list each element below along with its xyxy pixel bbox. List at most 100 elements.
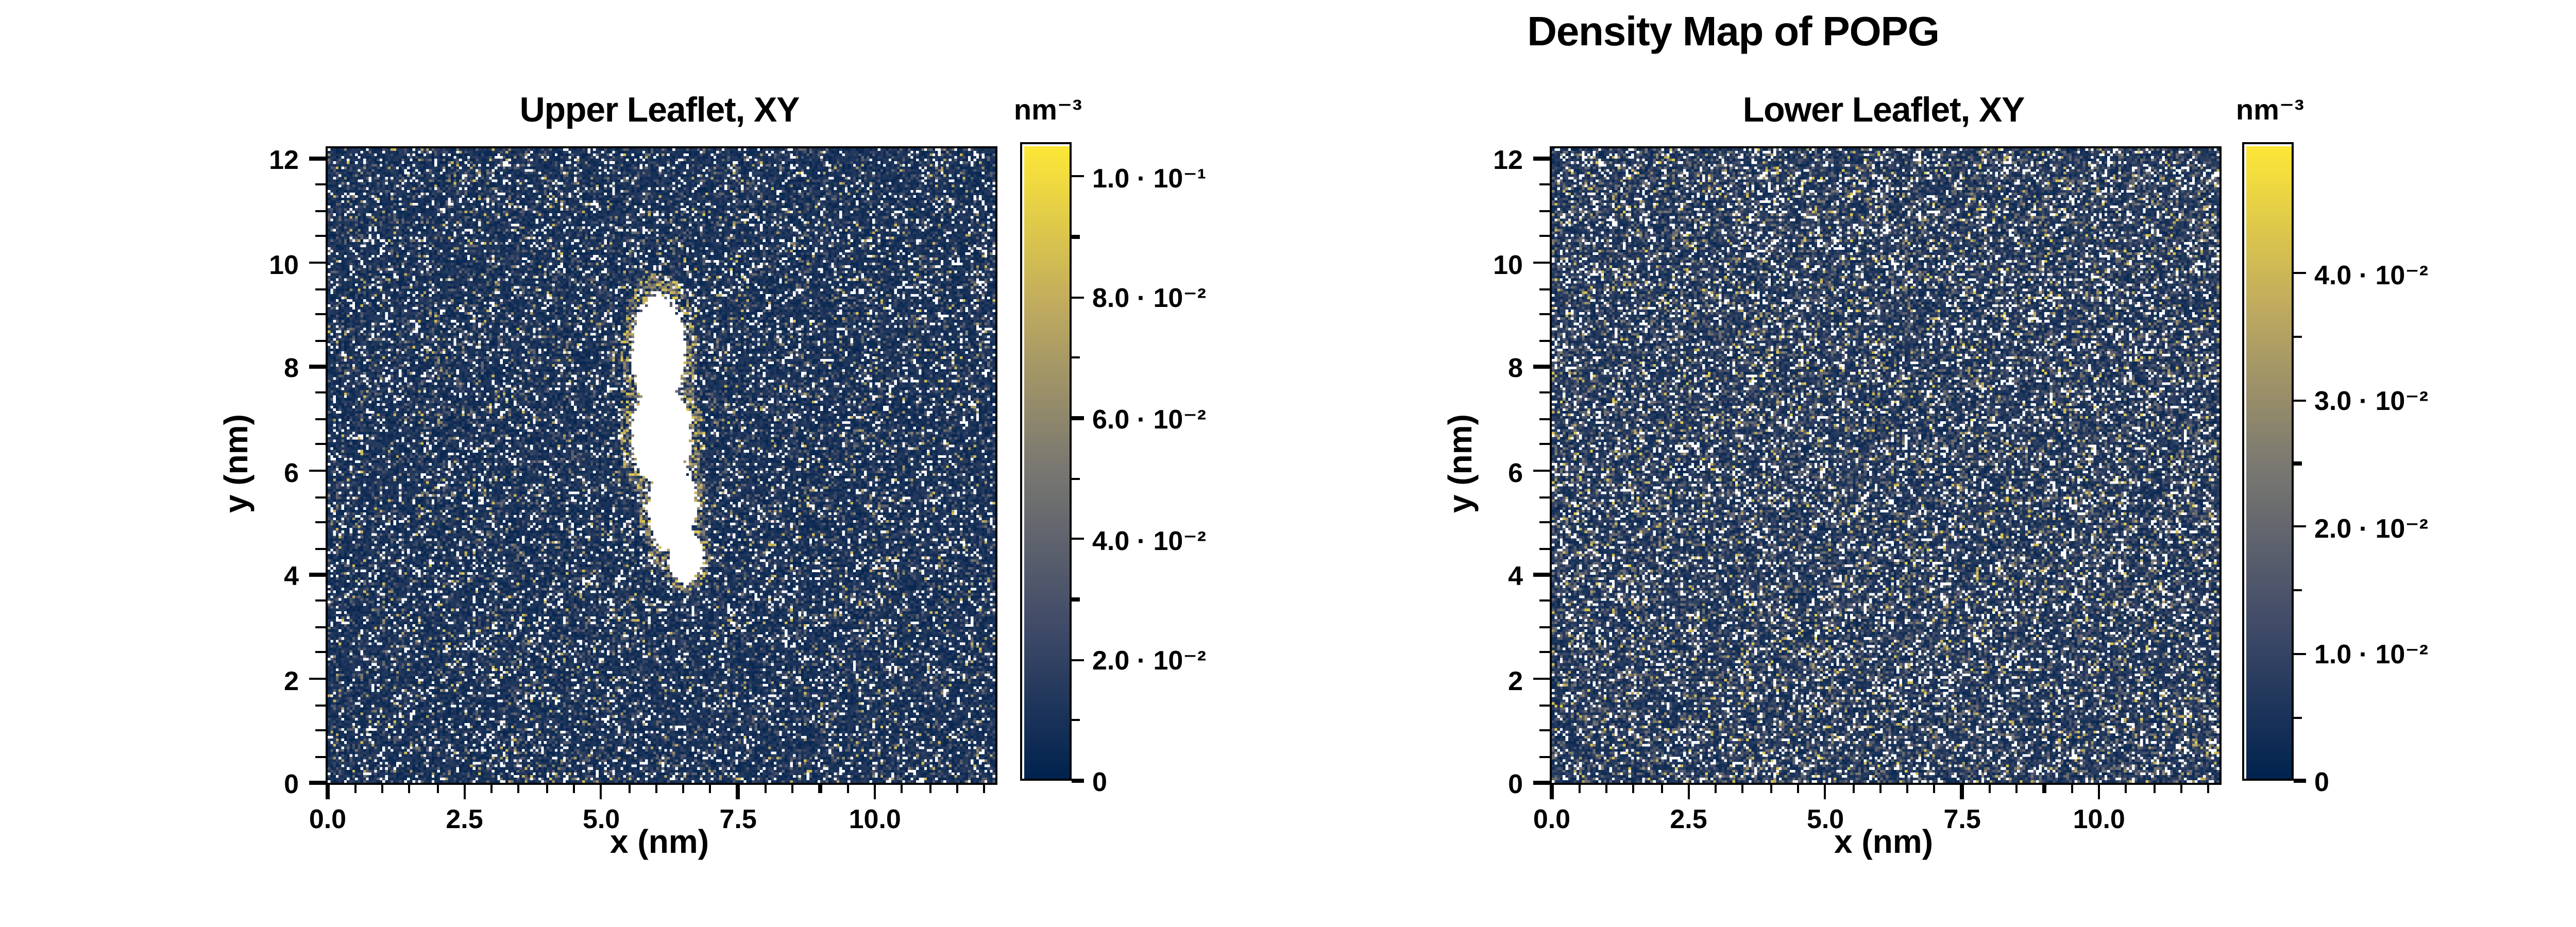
x-minor-tick: [846, 783, 849, 792]
colorbar-tick-label: 3.0 · 10⁻²: [2314, 385, 2429, 417]
y-tick-label: 8: [1508, 352, 1523, 384]
colorbar-tick: [1072, 658, 1084, 662]
colorbar-minor-tick: [1072, 477, 1079, 480]
y-minor-tick: [1539, 235, 1549, 238]
colorbar-minor-tick: [1072, 598, 1079, 601]
y-minor-tick: [315, 235, 325, 238]
y-minor-tick: [1539, 599, 1549, 602]
x-minor-tick: [1934, 783, 1936, 792]
x-minor-tick: [655, 783, 657, 792]
x-minor-tick: [545, 783, 548, 792]
x-tick-label: 0.0: [1533, 803, 1571, 834]
y-minor-tick: [1539, 521, 1549, 524]
y-minor-tick: [315, 599, 325, 602]
y-tick: [309, 573, 325, 576]
y-minor-tick: [315, 521, 325, 524]
y-minor-tick: [1539, 391, 1549, 394]
x-tick: [1824, 783, 1827, 798]
colorbar-minor-tick: [1072, 235, 1079, 238]
y-minor-tick: [1539, 756, 1549, 758]
x-tick: [1687, 783, 1690, 798]
x-minor-tick: [628, 783, 630, 792]
figure-title: Density Map of POPG: [1527, 10, 1940, 56]
x-tick-label: 7.5: [719, 803, 757, 834]
x-minor-tick: [1605, 783, 1608, 792]
y-tick: [309, 781, 325, 784]
x-minor-tick: [1879, 783, 1882, 792]
x-tick: [736, 783, 740, 798]
y-minor-tick: [315, 547, 325, 550]
y-minor-tick: [315, 287, 325, 290]
x-minor-tick: [436, 783, 438, 792]
y-minor-tick: [1539, 339, 1549, 342]
y-tick-label: 0: [284, 768, 299, 799]
x-minor-tick: [1852, 783, 1854, 792]
y-tick: [309, 677, 325, 680]
colorbar-unit-label: nm⁻³: [2235, 93, 2304, 126]
y-tick: [309, 469, 325, 472]
x-minor-tick: [983, 783, 986, 792]
x-tick-label: 2.5: [446, 803, 483, 834]
y-tick-label: 2: [284, 664, 299, 695]
y-minor-tick: [1539, 209, 1549, 212]
colorbar-tick: [2294, 652, 2306, 656]
colorbar-tick-label: 1.0 · 10⁻¹: [1092, 162, 1207, 193]
x-minor-tick: [1988, 783, 1991, 792]
y-tick-label: 10: [269, 248, 299, 280]
y-tick: [309, 157, 325, 160]
colorbar-minor-tick: [2294, 462, 2301, 465]
x-tick: [873, 783, 876, 798]
x-minor-tick: [791, 783, 794, 792]
y-minor-tick: [315, 209, 325, 212]
x-tick: [326, 783, 329, 798]
y-tick: [1533, 781, 1549, 784]
x-minor-tick: [2043, 783, 2046, 792]
x-minor-tick: [1715, 783, 1717, 792]
y-minor-tick: [1539, 313, 1549, 316]
y-tick-label: 2: [1508, 664, 1523, 695]
y-tick-label: 4: [284, 560, 299, 592]
y-tick: [1533, 157, 1549, 160]
colorbar-tick-label: 0: [1092, 766, 1107, 797]
colorbar-tick: [2294, 779, 2306, 782]
x-minor-tick: [928, 783, 931, 792]
x-minor-tick: [572, 783, 575, 792]
x-axis-label: x (nm): [1834, 826, 1933, 861]
x-minor-tick: [682, 783, 685, 792]
colorbar-tick-label: 4.0 · 10⁻²: [2314, 259, 2429, 290]
panel-title: Lower Leaflet, XY: [1742, 91, 2025, 130]
y-minor-tick: [315, 756, 325, 758]
y-minor-tick: [315, 391, 325, 394]
colorbar-tick: [2294, 525, 2306, 528]
colorbar-tick-label: 2.0 · 10⁻²: [2314, 512, 2429, 544]
colorbar-tick-label: 4.0 · 10⁻²: [1092, 524, 1207, 556]
x-minor-tick: [1660, 783, 1663, 792]
colorbar-minor-tick: [1072, 356, 1079, 359]
y-minor-tick: [315, 495, 325, 498]
y-minor-tick: [315, 729, 325, 732]
colorbar-tick-label: 0: [2314, 766, 2329, 797]
x-tick-label: 2.5: [1670, 803, 1707, 834]
y-tick-label: 8: [284, 352, 299, 384]
x-axis-label: x (nm): [610, 826, 709, 861]
x-minor-tick: [1742, 783, 1744, 792]
x-minor-tick: [709, 783, 712, 792]
colorbar-tick-label: 8.0 · 10⁻²: [1092, 283, 1207, 314]
y-minor-tick: [1539, 495, 1549, 498]
colorbar-tick-label: 2.0 · 10⁻²: [1092, 645, 1207, 677]
colorbar-tick: [1072, 537, 1084, 541]
x-minor-tick: [2153, 783, 2155, 792]
y-tick-label: 6: [284, 456, 299, 488]
y-minor-tick: [315, 443, 325, 446]
y-minor-tick: [315, 417, 325, 420]
colorbar-tick: [1072, 175, 1084, 178]
y-tick: [1533, 469, 1549, 472]
x-tick: [600, 783, 603, 798]
colorbar-tick-label: 1.0 · 10⁻²: [2314, 639, 2429, 671]
x-minor-tick: [353, 783, 357, 792]
x-minor-tick: [764, 783, 767, 792]
heatmap-axes: 0.0 2.5 5.0 7.5 10.0 0 2 4 6 8 10 12: [1493, 146, 2222, 832]
y-minor-tick: [1539, 443, 1549, 446]
colorbar-minor-tick: [1072, 719, 1079, 722]
y-tick: [1533, 365, 1549, 368]
